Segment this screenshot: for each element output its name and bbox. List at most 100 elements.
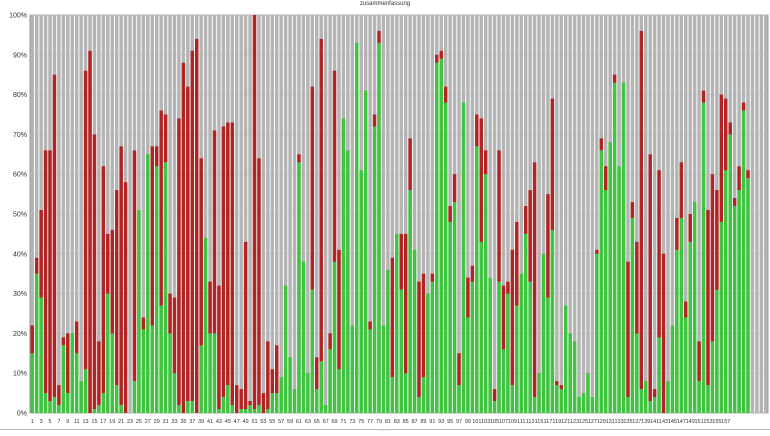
bar-background [635,15,639,413]
x-tick-label: 81 [385,419,391,425]
bar-background [203,15,208,413]
bar-segment-red [194,38,199,413]
bar-segment-red [266,341,270,410]
bar-segment-green [239,409,243,413]
x-tick-label: 137 [632,419,641,425]
bar-background [510,15,515,413]
bar-segment-red [595,249,599,254]
x-tick-label: 97 [456,419,462,425]
bar-segment-green [590,397,595,413]
bar-segment-green [523,233,528,413]
bar-segment-green [670,325,675,413]
bar-segment-green [452,202,457,413]
x-tick-label: 39 [198,419,204,425]
x-tick-label: 87 [411,419,417,425]
bar-background [577,15,581,413]
bar-segment-red [648,154,652,402]
bar-background [306,15,310,413]
bar-segment-green [746,178,750,413]
bar-background [457,15,461,413]
bar-segment-green [355,42,359,414]
bar-segment-red [208,281,212,334]
bar-segment-green [337,369,341,413]
bar-background [275,15,279,413]
bar-segment-red [701,90,706,103]
bar-segment-green [466,317,470,413]
bar-background [581,15,586,413]
bar-segment-red [639,30,644,390]
x-tick-label: 105 [490,419,499,425]
bar-background [292,15,297,413]
bar-segment-green [719,221,724,413]
bar-background [208,15,212,413]
bar-segment-green [581,393,586,413]
bar-segment-green [417,397,421,413]
bar-segment-green [190,401,195,413]
x-tick-label: 71 [340,419,346,425]
bar-segment-red [39,210,43,298]
bar-segment-green [30,353,34,413]
bar-background [470,15,475,413]
bar-segment-red [97,341,101,406]
x-tick-label: 57 [278,419,284,425]
bar-segment-green [137,210,141,413]
x-tick-label: 75 [358,419,364,425]
bar-segment-green [168,333,172,413]
bar-segment-red [275,345,279,394]
bar-background [568,15,572,413]
bar-segment-red [163,114,168,163]
bar-segment-red [110,229,114,334]
x-tick-label: 55 [269,419,275,425]
bar-segment-green [448,221,452,413]
bar-background [217,15,221,413]
bar-segment-red [57,385,61,406]
bar-background [106,15,110,413]
bar-segment-red [652,389,657,398]
bar-segment-green [675,249,679,413]
bar-segment-green [443,102,448,413]
bar-segment-red [181,62,186,413]
bar-segment-red [297,154,301,163]
bar-segment-green [212,333,217,413]
bar-segment-green [626,397,630,413]
bar-segment-green [315,389,319,413]
bar-segment-green [279,377,283,413]
bar-segment-green [435,62,439,413]
bar-segment-red [661,253,666,413]
x-tick-label: 73 [349,419,355,425]
bar-segment-green [57,405,61,413]
bar-background [168,15,172,413]
bar-segment-red [532,162,537,398]
bar-background [559,15,564,413]
bar-segment-green [48,401,52,413]
bar-segment-green [306,373,310,413]
bar-segment-red [559,385,564,390]
bar-segment-red [612,74,617,83]
bar-segment-red [452,174,457,203]
bar-segment-red [243,241,248,410]
bar-background [270,15,275,413]
bar-background [421,15,426,413]
x-tick-label: 25 [136,419,142,425]
bar-segment-green [515,305,519,413]
bar-segment-green [381,325,386,413]
bar-segment-green [426,293,430,413]
x-tick-label: 65 [314,419,320,425]
bar-background [541,15,546,413]
bar-segment-red [732,198,737,207]
bar-segment-green [679,217,684,413]
x-tick-label: 7 [57,419,60,425]
scroll-handle-icon[interactable]: ···· [379,428,391,434]
bar-segment-red [315,357,319,390]
x-tick-label: 77 [367,419,373,425]
y-tick-label: 50% [13,212,27,219]
bar-segment-green [186,401,190,413]
x-tick-label: 147 [677,419,686,425]
x-tick-label: 127 [588,419,597,425]
bar-segment-red [34,257,39,274]
x-tick-label: 143 [659,419,668,425]
bar-segment-green [603,190,608,413]
bar-background [30,15,34,413]
bar-segment-green [350,325,355,413]
